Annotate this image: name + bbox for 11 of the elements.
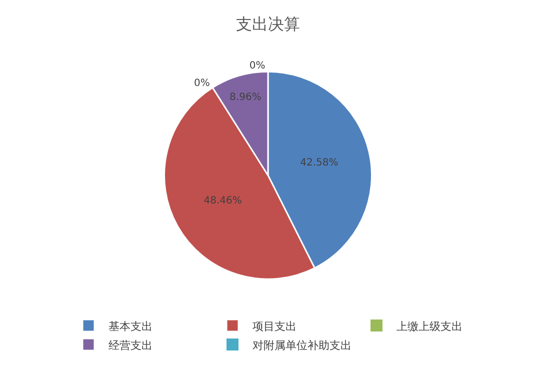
- text: 0%: [249, 60, 266, 72]
- data-label: 8.96%: [230, 92, 262, 103]
- legend-label: 经营支出: [108, 338, 152, 352]
- chart-title: 支出决算: [236, 14, 300, 34]
- text: 0%: [194, 78, 210, 90]
- legend-label: 上缴上级支出: [396, 320, 462, 333]
- legend-label: 项目支出: [252, 320, 296, 333]
- legend-label: 对附属单位补助支出: [252, 338, 352, 352]
- data-label: 48.46%: [204, 195, 242, 206]
- data-label: 42.58%: [300, 158, 338, 169]
- legend-label: 基本支出: [108, 320, 152, 333]
